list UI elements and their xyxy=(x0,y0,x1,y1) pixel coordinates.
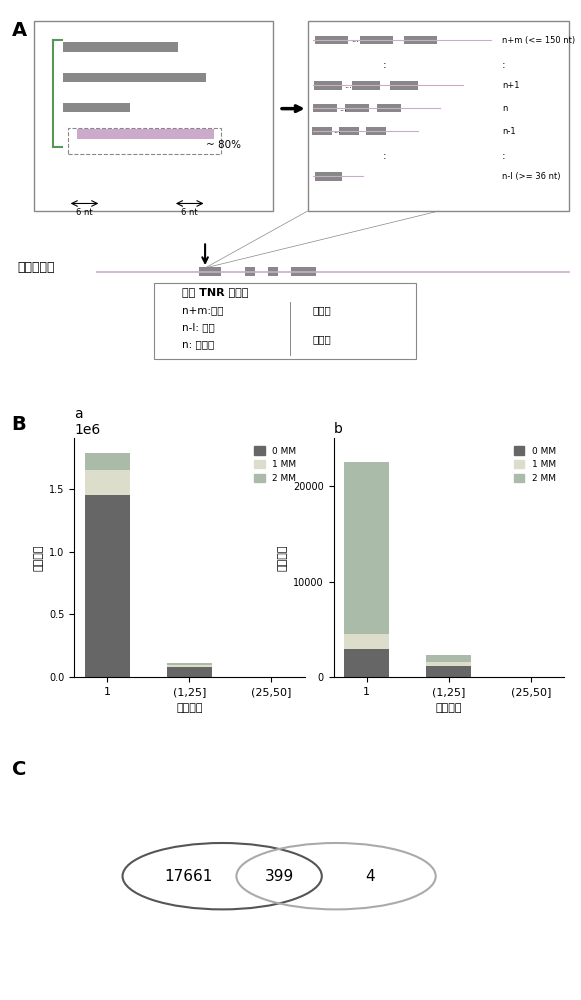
Text: n-1: n-1 xyxy=(502,127,515,136)
Bar xyxy=(85,470,130,495)
Bar xyxy=(199,267,221,276)
X-axis label: 比对数量: 比对数量 xyxy=(176,703,203,713)
Text: n: 无改变: n: 无改变 xyxy=(182,339,214,349)
Bar xyxy=(365,127,386,135)
Bar xyxy=(154,283,416,359)
Text: 候选 TNR 位点：: 候选 TNR 位点： xyxy=(182,287,249,297)
Text: ...: ... xyxy=(351,35,358,44)
Bar xyxy=(339,127,359,135)
Bar xyxy=(63,42,178,52)
Text: b: b xyxy=(333,422,342,436)
Bar xyxy=(404,36,437,44)
Bar xyxy=(344,634,389,649)
Text: :: : xyxy=(382,151,386,161)
Text: n+m (<= 150 nt): n+m (<= 150 nt) xyxy=(502,36,575,45)
Bar xyxy=(426,666,471,677)
Text: 单态性: 单态性 xyxy=(313,334,332,344)
Text: n-l: 扩增: n-l: 扩增 xyxy=(182,322,215,332)
Bar xyxy=(167,667,212,677)
Legend: 0 MM, 1 MM, 2 MM: 0 MM, 1 MM, 2 MM xyxy=(250,443,300,487)
Bar xyxy=(313,104,337,112)
Bar xyxy=(167,665,212,667)
Text: ...: ... xyxy=(345,81,352,90)
Text: ~ 80%: ~ 80% xyxy=(206,140,242,150)
Text: a: a xyxy=(74,407,83,421)
Text: 399: 399 xyxy=(264,869,294,884)
Bar xyxy=(63,73,206,82)
Text: n+m:缩短: n+m:缩短 xyxy=(182,305,224,315)
Bar xyxy=(290,267,316,276)
Bar xyxy=(377,104,401,112)
Text: n: n xyxy=(502,104,507,113)
Bar xyxy=(307,21,569,211)
Bar xyxy=(426,655,471,662)
Text: B: B xyxy=(12,415,26,434)
Bar xyxy=(390,81,418,90)
Bar xyxy=(167,663,212,665)
Bar xyxy=(314,81,342,90)
Bar xyxy=(345,104,369,112)
Bar xyxy=(68,128,221,154)
Bar xyxy=(315,172,342,181)
Text: n+1: n+1 xyxy=(502,81,519,90)
Text: ...: ... xyxy=(333,126,342,135)
Bar xyxy=(85,453,130,470)
Y-axis label: 读数数量: 读数数量 xyxy=(34,545,44,571)
Bar xyxy=(360,36,393,44)
Bar xyxy=(85,495,130,677)
Bar xyxy=(344,649,389,677)
Legend: 0 MM, 1 MM, 2 MM: 0 MM, 1 MM, 2 MM xyxy=(510,443,560,487)
Text: 6 nt: 6 nt xyxy=(76,208,93,217)
Bar xyxy=(313,127,332,135)
Text: 4: 4 xyxy=(365,869,375,884)
Text: 17661: 17661 xyxy=(164,869,212,884)
Bar xyxy=(34,21,274,211)
Text: ...: ... xyxy=(339,104,347,113)
Bar xyxy=(245,267,255,276)
Text: n-l (>= 36 nt): n-l (>= 36 nt) xyxy=(502,172,560,181)
Text: C: C xyxy=(12,760,26,779)
Text: 多态性: 多态性 xyxy=(313,305,332,315)
Bar xyxy=(426,662,471,666)
Bar xyxy=(77,129,214,139)
Text: A: A xyxy=(12,21,27,40)
Bar xyxy=(315,36,349,44)
X-axis label: 比对数量: 比对数量 xyxy=(436,703,462,713)
Bar xyxy=(352,81,380,90)
Text: :: : xyxy=(382,60,386,70)
Text: 6 nt: 6 nt xyxy=(181,208,198,217)
Text: 参比基因组: 参比基因组 xyxy=(17,261,55,274)
Bar xyxy=(63,103,130,112)
Bar xyxy=(268,267,278,276)
Bar xyxy=(344,462,389,634)
Y-axis label: 读数数量: 读数数量 xyxy=(278,545,288,571)
Text: :: : xyxy=(502,151,505,161)
Text: :: : xyxy=(502,60,505,70)
